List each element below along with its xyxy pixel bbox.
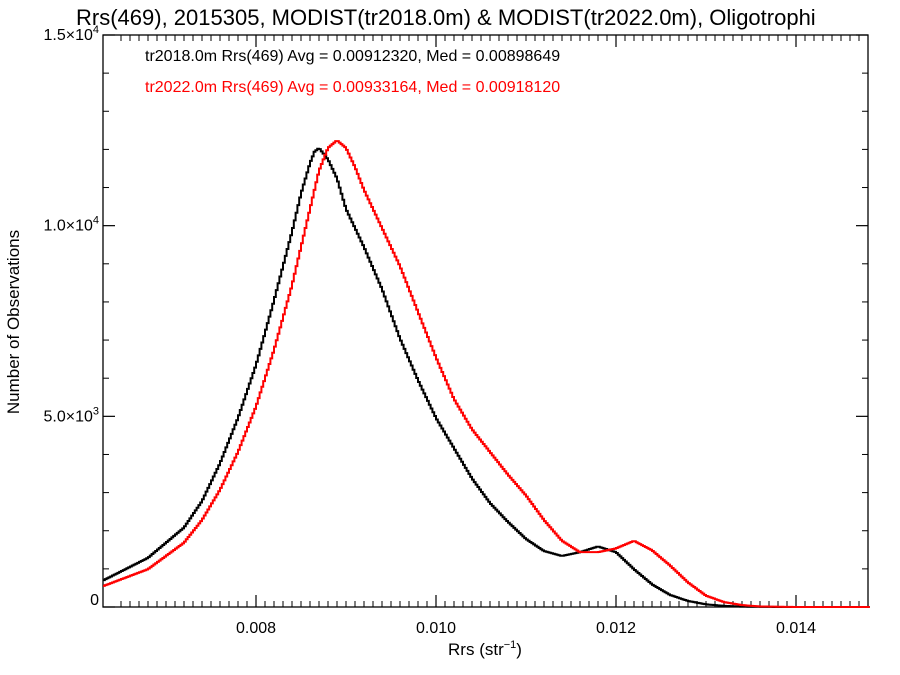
y-tick-label-exp-2: 4 [93, 215, 99, 227]
x-axis-label-sup: −1 [504, 639, 517, 651]
x-tick-label-0: 0.008 [236, 620, 276, 637]
y-tick-label-base-2: 1.0×10 [43, 218, 92, 235]
legend-entry-1: tr2018.0m Rrs(469) Avg = 0.00912320, Med… [145, 48, 560, 65]
y-tick-label-exp-1: 3 [93, 405, 99, 417]
x-axis: 0.008 0.010 0.012 0.014 [120, 35, 869, 637]
x-tick-label-1: 0.010 [416, 620, 456, 637]
y-axis-label: Number of Observations [4, 230, 23, 414]
y-tick-label-2: 1.0×104 [43, 215, 99, 235]
y-tick-label-base-3: 1.5×10 [43, 27, 92, 44]
x-axis-label: Rrs (str−1) [448, 639, 522, 659]
y-tick-label-0: 0 [90, 592, 99, 609]
chart-title: Rrs(469), 2015305, MODIST(tr2018.0m) & M… [76, 5, 816, 30]
legend-entry-2: tr2022.0m Rrs(469) Avg = 0.00933164, Med… [145, 79, 560, 96]
y-tick-label-base-0: 0 [90, 592, 99, 609]
y-tick-label-1: 5.0×103 [43, 405, 99, 425]
y-tick-label-3: 1.5×104 [43, 24, 99, 44]
x-tick-label-2: 0.012 [596, 620, 636, 637]
series-1-line [103, 147, 870, 608]
y-tick-label-exp-3: 4 [93, 24, 99, 36]
series-layer [103, 140, 870, 608]
plot-frame [102, 34, 869, 608]
x-axis-label-main: Rrs (str [448, 640, 504, 659]
x-axis-label-close: ) [516, 640, 522, 659]
series-2-line [103, 140, 870, 608]
y-tick-label-base-1: 5.0×10 [43, 408, 92, 425]
x-tick-label-3: 0.014 [776, 620, 816, 637]
